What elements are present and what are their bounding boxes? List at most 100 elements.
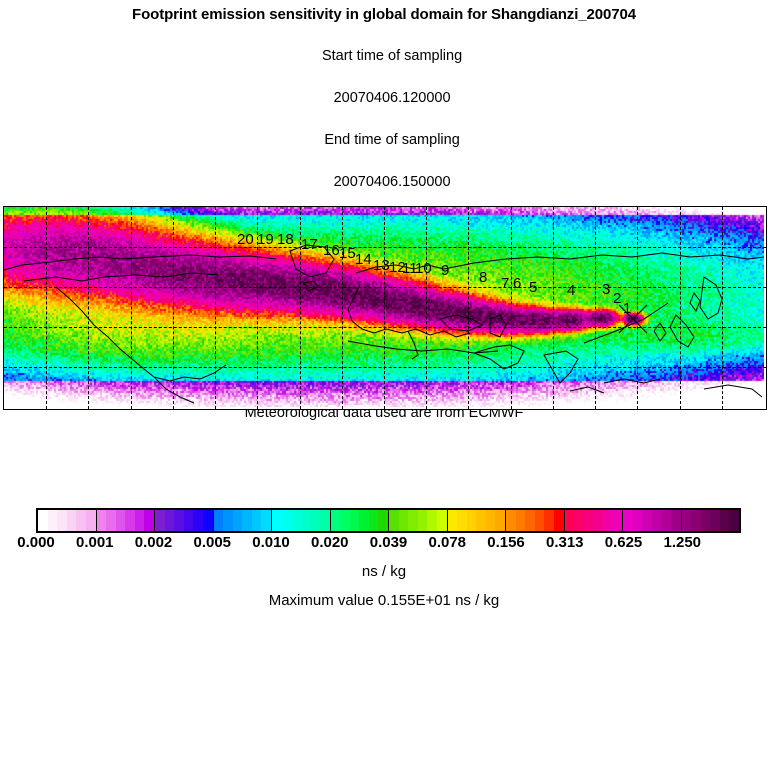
colorbar-swatch bbox=[564, 510, 575, 531]
colorbar-swatch bbox=[164, 510, 175, 531]
colorbar-swatch bbox=[553, 510, 564, 531]
colorbar-swatch bbox=[232, 510, 243, 531]
coastline bbox=[583, 302, 669, 344]
colorbar-swatch bbox=[632, 510, 643, 531]
trajectory-hour-label: 12 bbox=[389, 259, 406, 276]
coastline bbox=[703, 384, 763, 398]
colorbar-segment bbox=[447, 510, 506, 531]
trajectory-hour-label: 7 bbox=[501, 275, 510, 292]
release-point-cross bbox=[618, 304, 648, 334]
trajectory-hour-label: 1 bbox=[623, 300, 632, 317]
colorbar-swatch bbox=[155, 510, 165, 531]
trajectory-hour-label: 8 bbox=[479, 269, 488, 286]
coastline bbox=[355, 264, 445, 274]
colorbar-swatch bbox=[447, 510, 458, 531]
colorbar-swatch bbox=[408, 510, 418, 531]
colorbar-swatch bbox=[125, 510, 136, 531]
colorbar-swatch bbox=[349, 510, 360, 531]
colorbar-swatch bbox=[223, 510, 233, 531]
colorbar-swatch bbox=[612, 510, 623, 531]
trajectory-hour-label: 16 bbox=[323, 242, 340, 259]
colorbar-swatch bbox=[183, 510, 194, 531]
colorbar-swatch bbox=[319, 510, 330, 531]
colorbar-swatch bbox=[642, 510, 652, 531]
coastline bbox=[439, 314, 484, 332]
colorbar-segment bbox=[506, 510, 565, 531]
coastline bbox=[23, 272, 219, 282]
coastline bbox=[4, 254, 277, 271]
colorbar-swatch bbox=[719, 510, 730, 531]
colorbar-segment bbox=[272, 510, 331, 531]
colorbar-swatch bbox=[57, 510, 67, 531]
colorbar-swatch bbox=[427, 510, 438, 531]
colorbar-swatch bbox=[330, 510, 341, 531]
colorbar-swatch bbox=[202, 510, 213, 531]
map-coastlines-overlay bbox=[4, 244, 764, 404]
colorbar-swatch bbox=[47, 510, 58, 531]
coastline bbox=[289, 244, 335, 278]
colorbar-segment bbox=[330, 510, 389, 531]
trajectory-hour-label: 18 bbox=[277, 231, 294, 248]
colorbar-swatch bbox=[515, 510, 526, 531]
end-time-value: 20070406.150000 bbox=[333, 174, 451, 190]
colorbar-segment bbox=[389, 510, 448, 531]
colorbar-swatch bbox=[389, 510, 399, 531]
colorbar-swatch bbox=[700, 510, 711, 531]
colorbar-swatch bbox=[417, 510, 428, 531]
colorbar-swatch bbox=[291, 510, 301, 531]
colorbar-segment bbox=[38, 510, 97, 531]
map-panel[interactable]: 20 19 18 17 16 15 14 13 12 11 10 9 8 7 6 5 4 3 2 1 bbox=[3, 206, 767, 410]
colorbar-swatch bbox=[729, 510, 740, 531]
colorbar-swatch bbox=[368, 510, 379, 531]
colorbar-swatch bbox=[457, 510, 467, 531]
trajectory-hour-label: 19 bbox=[257, 231, 274, 248]
colorbar-swatch bbox=[583, 510, 594, 531]
colorbar-tick: 0.039 bbox=[369, 534, 408, 551]
colorbar-tick: 0.078 bbox=[428, 534, 467, 551]
trajectory-hour-label: 17 bbox=[301, 236, 318, 253]
colorbar-tick: 0.156 bbox=[487, 534, 525, 551]
colorbar-swatch bbox=[76, 510, 87, 531]
start-time-value: 20070406.120000 bbox=[333, 90, 451, 106]
colorbar-swatch bbox=[261, 510, 272, 531]
colorbar-swatch bbox=[85, 510, 96, 531]
colorbar-swatch bbox=[106, 510, 116, 531]
colorbar-swatch bbox=[251, 510, 262, 531]
colorbar-segment bbox=[681, 510, 740, 531]
colorbar-segment bbox=[155, 510, 214, 531]
colorbar bbox=[36, 508, 741, 533]
colorbar-swatch bbox=[485, 510, 496, 531]
colorbar-swatch bbox=[574, 510, 584, 531]
colorbar-swatch bbox=[66, 510, 77, 531]
coastline bbox=[407, 330, 419, 360]
colorbar-swatch bbox=[213, 510, 224, 531]
colorbar-swatch bbox=[476, 510, 487, 531]
colorbar-gradient bbox=[36, 508, 741, 533]
colorbar-swatch bbox=[691, 510, 701, 531]
sampling-time-row: Start time of sampling 20070406.120000 E… bbox=[0, 25, 768, 214]
coastline bbox=[689, 291, 701, 313]
colorbar-swatch bbox=[525, 510, 535, 531]
colorbar-swatch bbox=[602, 510, 613, 531]
colorbar-segment bbox=[96, 510, 155, 531]
trajectory-hour-label: 3 bbox=[602, 281, 611, 298]
colorbar-swatch bbox=[174, 510, 184, 531]
colorbar-swatch bbox=[300, 510, 311, 531]
page-title: Footprint emission sensitivity in global… bbox=[132, 6, 636, 23]
colorbar-tick: 0.000 bbox=[17, 534, 55, 551]
colorbar-swatch bbox=[281, 510, 292, 531]
trajectory-hour-label: 10 bbox=[415, 260, 432, 277]
coastline bbox=[303, 280, 319, 292]
colorbar-swatch bbox=[506, 510, 516, 531]
colorbar-swatch bbox=[115, 510, 126, 531]
trajectory-hour-label: 2 bbox=[613, 290, 622, 307]
colorbar-tick: 0.002 bbox=[134, 534, 173, 551]
colorbar-segment bbox=[213, 510, 272, 531]
coastline bbox=[153, 376, 195, 404]
colorbar-swatch bbox=[193, 510, 204, 531]
trajectory-hour-label: 5 bbox=[529, 279, 538, 296]
colorbar-swatch bbox=[466, 510, 477, 531]
coastline bbox=[385, 328, 471, 338]
colorbar-swatch bbox=[544, 510, 555, 531]
colorbar-swatch bbox=[38, 510, 48, 531]
